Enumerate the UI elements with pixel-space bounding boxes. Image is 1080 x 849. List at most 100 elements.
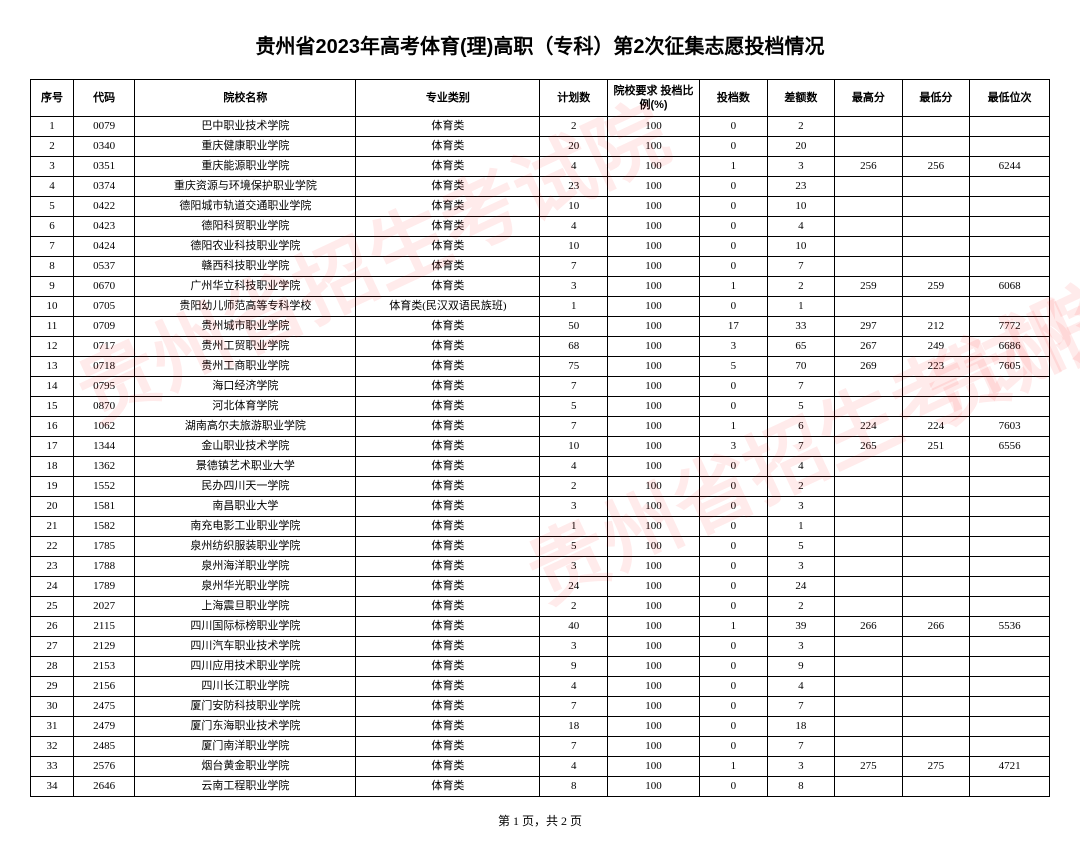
table-cell: 20 [767,137,835,157]
table-cell: 75 [540,357,608,377]
table-cell [835,517,903,537]
table-row: 201581南昌职业大学体育类310003 [31,497,1050,517]
table-cell: 4 [540,457,608,477]
table-cell: 0 [700,397,768,417]
table-cell: 德阳城市轨道交通职业学院 [135,197,356,217]
table-cell: 0 [700,457,768,477]
table-cell [902,197,970,217]
table-cell: 0 [700,517,768,537]
table-cell: 6244 [970,157,1050,177]
table-cell: 8 [540,777,608,797]
col-major: 专业类别 [356,80,540,117]
table-cell: 33 [767,317,835,337]
table-cell: 10 [767,237,835,257]
table-cell: 1789 [73,577,134,597]
table-cell: 4 [540,157,608,177]
table-cell: 体育类 [356,677,540,697]
table-cell: 7 [540,697,608,717]
table-cell: 7 [767,697,835,717]
table-cell: 四川汽车职业技术学院 [135,637,356,657]
table-cell [902,217,970,237]
table-cell: 7 [540,737,608,757]
table-cell: 7 [767,377,835,397]
table-cell [835,557,903,577]
table-cell: 7 [767,437,835,457]
table-cell: 0 [700,217,768,237]
table-cell: 0 [700,557,768,577]
table-cell: 3 [767,157,835,177]
table-row: 40374重庆资源与环境保护职业学院体育类23100023 [31,177,1050,197]
table-cell: 1 [700,617,768,637]
table-cell [970,397,1050,417]
table-cell: 24 [540,577,608,597]
table-cell: 体育类 [356,577,540,597]
table-cell: 体育类 [356,417,540,437]
table-cell: 7 [540,417,608,437]
table-cell [835,497,903,517]
table-cell: 100 [608,357,700,377]
table-cell [902,777,970,797]
table-cell: 26 [31,617,74,637]
table-cell: 1 [700,757,768,777]
table-row: 110709贵州城市职业学院体育类5010017332972127772 [31,317,1050,337]
table-cell: 南充电影工业职业学院 [135,517,356,537]
table-cell [970,257,1050,277]
table-cell: 100 [608,157,700,177]
table-cell: 2153 [73,657,134,677]
table-cell: 3 [767,557,835,577]
table-cell: 1062 [73,417,134,437]
table-cell [902,237,970,257]
col-plan: 计划数 [540,80,608,117]
table-cell: 28 [31,657,74,677]
table-row: 10079巴中职业技术学院体育类210002 [31,117,1050,137]
table-cell: 体育类 [356,777,540,797]
table-cell: 2027 [73,597,134,617]
col-max: 最高分 [835,80,903,117]
table-cell: 31 [31,717,74,737]
table-cell: 223 [902,357,970,377]
table-cell: 0 [700,677,768,697]
table-cell [970,657,1050,677]
table-cell [902,477,970,497]
table-cell: 0374 [73,177,134,197]
table-cell: 11 [31,317,74,337]
table-cell: 212 [902,317,970,337]
table-cell: 25 [31,597,74,617]
table-cell: 100 [608,197,700,217]
table-cell: 5 [767,537,835,557]
table-cell: 2 [767,277,835,297]
table-cell: 39 [767,617,835,637]
table-row: 70424德阳农业科技职业学院体育类10100010 [31,237,1050,257]
table-cell: 2646 [73,777,134,797]
table-cell: 四川长江职业学院 [135,677,356,697]
table-row: 272129四川汽车职业技术学院体育类310003 [31,637,1050,657]
table-cell: 100 [608,557,700,577]
table-cell: 0717 [73,337,134,357]
table-cell [970,117,1050,137]
table-cell: 3 [540,557,608,577]
table-cell: 0 [700,177,768,197]
table-cell: 2129 [73,637,134,657]
table-cell: 2485 [73,737,134,757]
table-cell: 18 [540,717,608,737]
table-cell: 100 [608,337,700,357]
table-cell: 0 [700,197,768,217]
table-cell: 100 [608,717,700,737]
table-cell: 100 [608,277,700,297]
table-cell: 贵阳幼儿师范高等专科学校 [135,297,356,317]
table-cell [835,717,903,737]
table-cell [902,637,970,657]
table-cell [970,377,1050,397]
table-cell: 7 [767,257,835,277]
table-cell [902,297,970,317]
table-cell: 0 [700,777,768,797]
table-cell: 泉州海洋职业学院 [135,557,356,577]
col-min: 最低分 [902,80,970,117]
table-cell [970,237,1050,257]
table-cell: 0795 [73,377,134,397]
table-cell: 四川应用技术职业学院 [135,657,356,677]
table-cell: 湖南高尔夫旅游职业学院 [135,417,356,437]
table-cell: 15 [31,397,74,417]
table-cell: 100 [608,617,700,637]
table-cell: 0351 [73,157,134,177]
